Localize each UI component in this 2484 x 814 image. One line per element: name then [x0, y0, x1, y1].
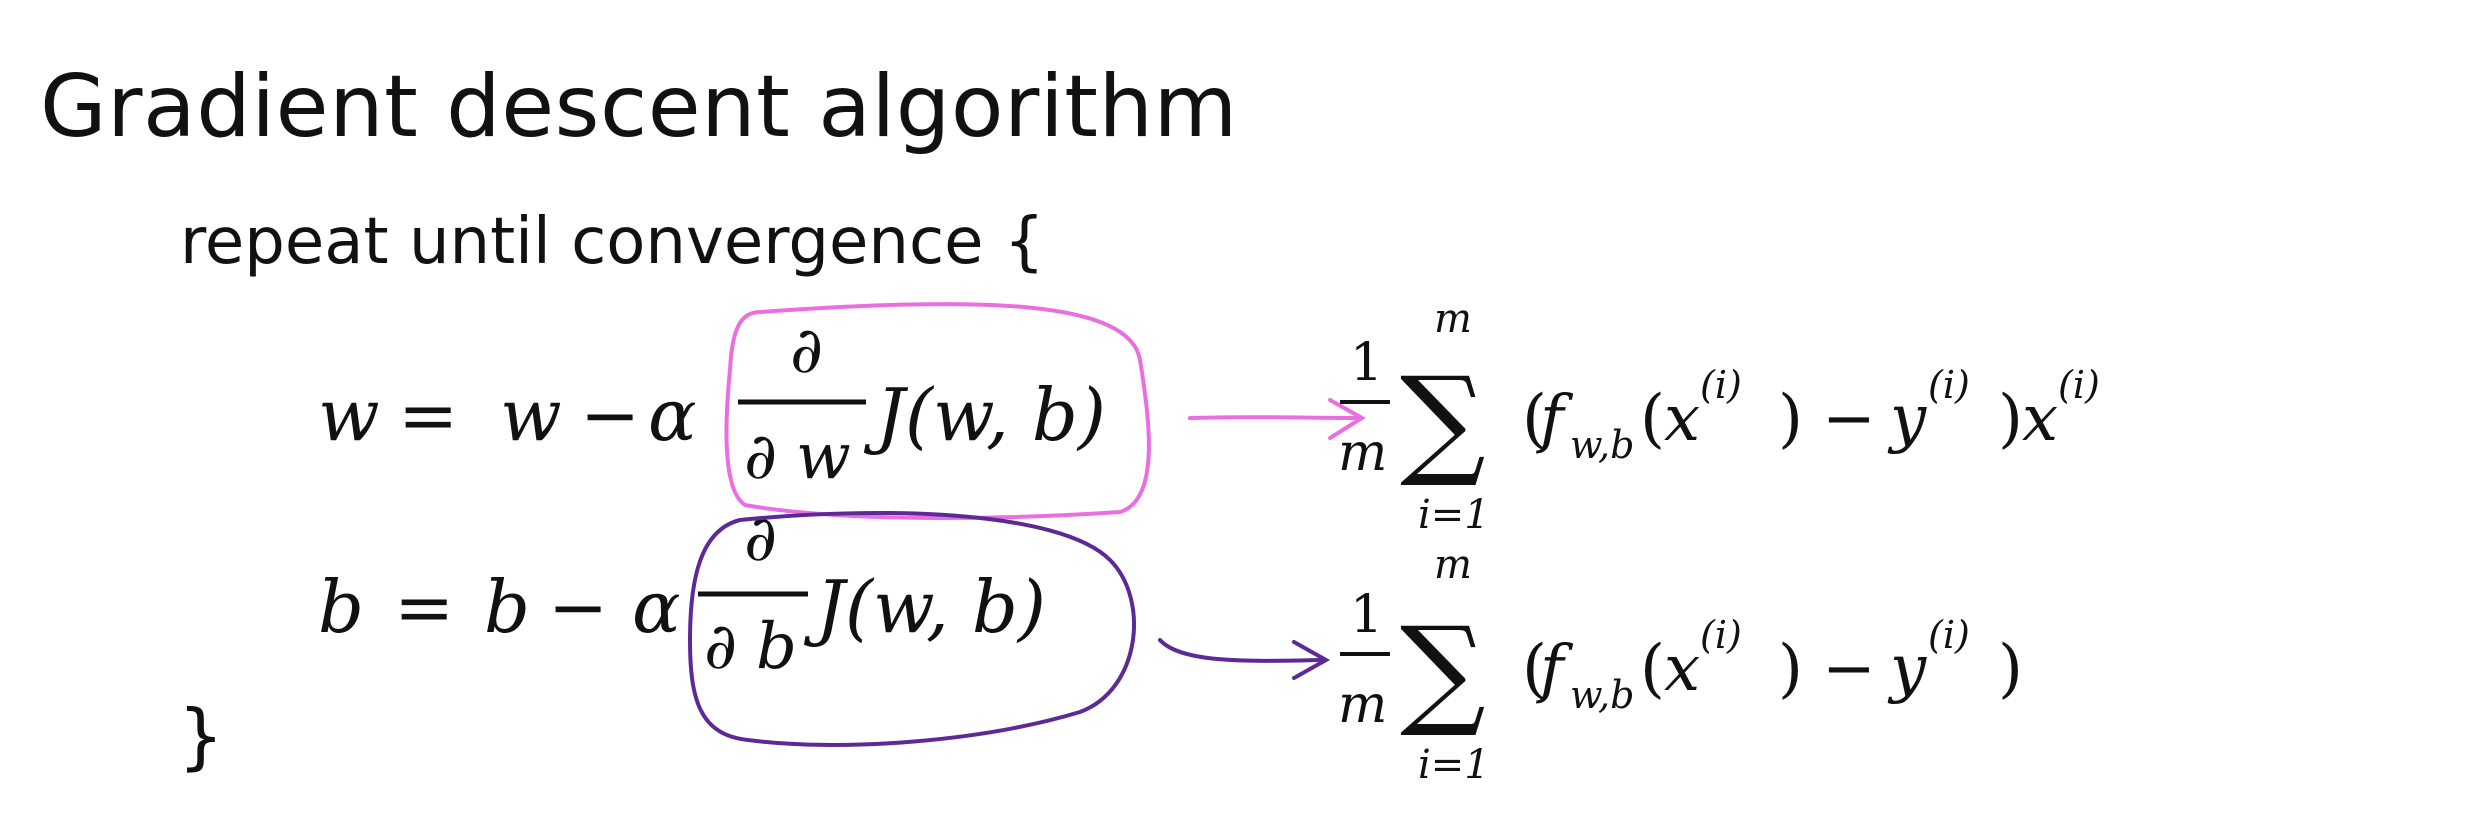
b-inner-open-paren: ( — [1640, 632, 1665, 706]
b-sum-lower-limit: i=1 — [1418, 742, 1490, 788]
w-update-alpha: α — [648, 373, 697, 457]
b-y-term: y — [1887, 632, 1927, 706]
w-update-rhs-var: w — [500, 373, 562, 457]
b-close-paren: ) — [1998, 632, 2023, 706]
w-partial-denominator: ∂ — [744, 420, 777, 494]
w-derivative-variable: w — [796, 420, 851, 494]
b-x-superscript: (i) — [1700, 613, 1742, 657]
w-x-term: x — [1664, 382, 1700, 456]
slide-title: Gradient descent algorithm — [40, 57, 1238, 157]
update-rule-b: b = b − α ∂ ∂ b J(w, b) — [318, 502, 1046, 684]
w-inner-open-paren: ( — [1640, 382, 1665, 456]
b-sum-frac-denominator: m — [1338, 675, 1387, 735]
w-y-term: y — [1887, 382, 1927, 456]
b-update-rhs-var: b — [484, 565, 530, 649]
b-update-alpha: α — [632, 565, 681, 649]
b-cost-function: J(w, b) — [803, 565, 1046, 649]
derivative-w-expression: 1 m m ∑ i=1 ( f w,b ( x (i) ) − y (i) ) … — [1338, 296, 2100, 538]
w-sum-lower-limit: i=1 — [1418, 492, 1490, 538]
w-tail-x-term: x — [2022, 382, 2058, 456]
w-inner-close-paren: ) — [1778, 382, 1803, 456]
w-sum-frac-denominator: m — [1338, 423, 1387, 483]
closing-brace: } — [178, 694, 224, 778]
w-partial-numerator: ∂ — [790, 314, 823, 388]
b-sum-frac-numerator: 1 — [1350, 585, 1383, 645]
b-partial-numerator: ∂ — [744, 502, 777, 576]
w-sum-upper-limit: m — [1434, 296, 1472, 342]
b-x-term: x — [1664, 632, 1700, 706]
w-cost-function: J(w, b) — [863, 373, 1106, 457]
purple-arrow — [1158, 638, 1331, 680]
w-sum-frac-numerator: 1 — [1350, 333, 1383, 393]
b-f-name: f — [1536, 632, 1574, 706]
b-summation-symbol: ∑ — [1400, 602, 1486, 741]
magenta-highlight-loop — [724, 302, 1151, 520]
b-minus-sign: − — [1822, 632, 1876, 706]
b-update-minus: − — [548, 565, 608, 649]
w-x-superscript: (i) — [1700, 363, 1742, 407]
magenta-arrow — [1188, 398, 1366, 440]
b-f-subscript: w,b — [1570, 673, 1634, 717]
w-y-superscript: (i) — [1928, 363, 1970, 407]
w-tail-x-superscript: (i) — [2058, 363, 2100, 407]
b-update-lhs: b — [318, 565, 364, 649]
repeat-until-convergence-text: repeat until convergence { — [180, 205, 1045, 279]
w-f-subscript: w,b — [1570, 423, 1634, 467]
w-update-lhs: w — [318, 373, 380, 457]
b-partial-denominator: ∂ — [704, 610, 737, 684]
purple-highlight-loop — [687, 511, 1136, 747]
w-f-name: f — [1536, 382, 1574, 456]
w-update-equals: = — [398, 373, 458, 457]
w-update-minus: − — [580, 373, 640, 457]
b-inner-close-paren: ) — [1778, 632, 1803, 706]
update-rule-w: w = w − α ∂ ∂ w J(w, b) — [318, 314, 1106, 494]
w-open-paren: ( — [1522, 382, 1547, 456]
b-update-equals: = — [394, 565, 454, 649]
b-derivative-variable: b — [756, 610, 797, 684]
w-close-paren: ) — [1998, 382, 2023, 456]
b-open-paren: ( — [1522, 632, 1547, 706]
derivative-b-expression: 1 m m ∑ i=1 ( f w,b ( x (i) ) − y (i) ) — [1338, 542, 2023, 788]
b-y-superscript: (i) — [1928, 613, 1970, 657]
b-sum-upper-limit: m — [1434, 542, 1472, 588]
w-summation-symbol: ∑ — [1400, 352, 1486, 491]
w-minus-sign: − — [1822, 382, 1876, 456]
